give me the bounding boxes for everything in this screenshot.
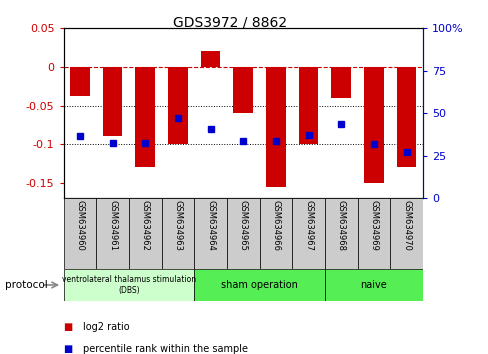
Bar: [325, 269, 422, 301]
Text: ■: ■: [63, 344, 73, 354]
Bar: [298, 67, 318, 144]
Text: naive: naive: [360, 280, 386, 290]
Bar: [265, 67, 285, 187]
Text: GSM634966: GSM634966: [271, 200, 280, 251]
Text: GSM634960: GSM634960: [75, 200, 84, 251]
Bar: [259, 198, 292, 269]
Text: GSM634962: GSM634962: [141, 200, 149, 251]
Text: percentile rank within the sample: percentile rank within the sample: [83, 344, 247, 354]
Bar: [396, 67, 416, 167]
Text: ventrolateral thalamus stimulation
(DBS): ventrolateral thalamus stimulation (DBS): [61, 275, 196, 295]
Bar: [233, 67, 253, 113]
Text: GSM634964: GSM634964: [205, 200, 215, 251]
Bar: [194, 198, 226, 269]
Bar: [168, 67, 187, 144]
Text: GSM634970: GSM634970: [401, 200, 410, 251]
Text: GSM634963: GSM634963: [173, 200, 182, 251]
Text: GDS3972 / 8862: GDS3972 / 8862: [172, 16, 286, 30]
Text: GSM634967: GSM634967: [304, 200, 312, 251]
Bar: [364, 67, 383, 183]
Text: GSM634968: GSM634968: [336, 200, 345, 251]
Bar: [194, 269, 325, 301]
Text: ■: ■: [63, 322, 73, 332]
Text: GSM634961: GSM634961: [108, 200, 117, 251]
Bar: [357, 198, 389, 269]
Bar: [331, 67, 350, 98]
Bar: [226, 198, 259, 269]
Bar: [63, 269, 194, 301]
Bar: [161, 198, 194, 269]
Bar: [292, 198, 325, 269]
Bar: [63, 198, 96, 269]
Text: GSM634969: GSM634969: [369, 200, 378, 251]
Text: log2 ratio: log2 ratio: [83, 322, 129, 332]
Bar: [389, 198, 422, 269]
Bar: [70, 67, 89, 96]
Bar: [201, 51, 220, 67]
Text: sham operation: sham operation: [221, 280, 298, 290]
Bar: [96, 198, 129, 269]
Bar: [325, 198, 357, 269]
Bar: [102, 67, 122, 136]
Bar: [129, 198, 161, 269]
Text: protocol: protocol: [5, 280, 47, 290]
Text: GSM634965: GSM634965: [238, 200, 247, 251]
Bar: [135, 67, 155, 167]
